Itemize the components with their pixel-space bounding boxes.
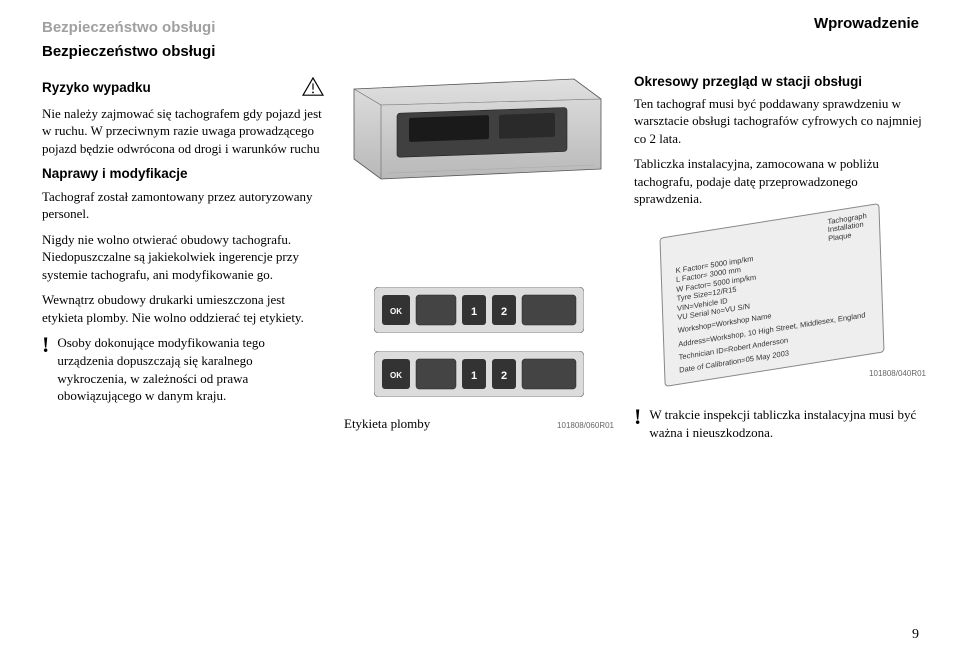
left-note: ! Osoby dokonujące modyfikowania tego ur…	[42, 334, 324, 412]
plaque-lines: K Factor= 5000 imp/km L Factor= 3000 mm …	[676, 236, 874, 376]
panel-ok-label: OK	[390, 307, 402, 316]
left-p2: Tachograf został zamontowany przez autor…	[42, 188, 324, 223]
right-p2: Tabliczka instalacyjna, zamocowana w pob…	[634, 155, 929, 208]
left-note-text: Osoby dokonujące modyfikowania tego urzą…	[57, 334, 324, 404]
svg-text:2: 2	[501, 370, 507, 382]
warning-icon	[302, 77, 324, 97]
svg-text:OK: OK	[390, 371, 402, 380]
right-column: Okresowy przegląd w stacji obsługi Ten t…	[634, 73, 929, 450]
panel-figures: OK 1 2 OK 1 2	[344, 287, 614, 397]
panel-slot1-label: 1	[471, 306, 477, 318]
left-column: Ryzyko wypadku Nie należy zajmować się t…	[42, 73, 324, 450]
figure-name: Etykieta plomby	[344, 415, 430, 433]
center-column: OK 1 2 OK 1 2	[344, 73, 614, 450]
panel-slot2-label: 2	[501, 306, 507, 318]
left-p3: Nigdy nie wolno otwierać obudowy tachogr…	[42, 231, 324, 284]
figure-code: 101808/060R01	[557, 421, 614, 432]
right-title: Okresowy przegląd w stacji obsługi	[634, 73, 929, 91]
content-columns: Ryzyko wypadku Nie należy zajmować się t…	[42, 73, 931, 450]
right-note-text: W trakcie inspekcji tabliczka instalacyj…	[649, 406, 929, 441]
page-title: Wprowadzenie	[814, 14, 919, 34]
installation-plaque: Tachograph Installation Plaque K Factor=…	[659, 203, 884, 387]
plaque-figure-code: 101808/040R01	[869, 369, 926, 380]
exclamation-icon: !	[42, 334, 49, 356]
panel-2: OK 1 2	[374, 351, 584, 397]
right-note: ! W trakcie inspekcji tabliczka instalac…	[634, 406, 929, 449]
running-header: Bezpieczeństwo obsługi	[42, 18, 931, 38]
panel-1: OK 1 2	[374, 287, 584, 333]
risk-title: Ryzyko wypadku	[42, 79, 151, 97]
section-header: Bezpieczeństwo obsługi	[42, 42, 931, 62]
right-p1: Ten tachograf musi być poddawany sprawdz…	[634, 95, 929, 148]
center-figure-caption: Etykieta plomby 101808/060R01	[344, 415, 614, 433]
svg-text:1: 1	[471, 370, 477, 382]
plaque-figure: Tachograph Installation Plaque K Factor=…	[634, 220, 924, 400]
left-p4: Wewnątrz obudowy drukarki umieszczona je…	[42, 291, 324, 326]
page-number: 9	[912, 626, 919, 645]
left-p1: Nie należy zajmować się tachografem gdy …	[42, 105, 324, 158]
tachograph-figure	[349, 77, 609, 187]
repairs-title: Naprawy i modyfikacje	[42, 165, 324, 183]
exclamation-icon: !	[634, 406, 641, 428]
